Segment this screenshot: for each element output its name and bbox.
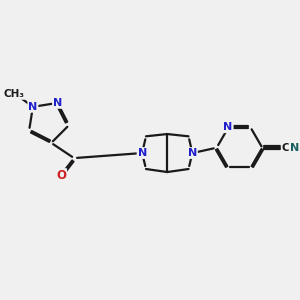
Text: CH₃: CH₃ bbox=[3, 89, 24, 99]
Text: N: N bbox=[224, 122, 233, 132]
Text: N: N bbox=[28, 102, 38, 112]
Text: N: N bbox=[290, 143, 299, 153]
Text: N: N bbox=[138, 148, 147, 158]
Text: N: N bbox=[53, 98, 62, 108]
Text: N: N bbox=[188, 148, 197, 158]
Text: O: O bbox=[56, 169, 66, 182]
Text: C: C bbox=[282, 143, 290, 153]
